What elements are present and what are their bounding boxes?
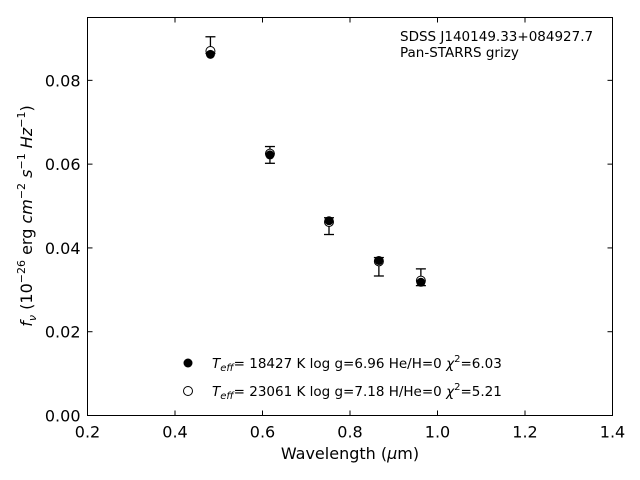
y-tick-label: 0.00 [45,407,81,426]
x-tick-label: 1.4 [600,423,625,442]
legend: Teff= 18427 K log g=6.96 He/H=0 χ2=6.03 … [183,354,502,402]
y-axis-title: fν (10−26 erg cm−2 s−1 Hz−1) [15,105,39,326]
data-marks [205,36,426,287]
y-tick-label: 0.02 [45,323,81,342]
model-1-point [374,255,384,265]
survey-annotation: Pan-STARRS grizy [400,45,519,61]
y-tick-label: 0.04 [45,239,81,258]
x-axis-title: Wavelength (μm) [281,444,419,463]
model-1-point [324,216,334,226]
y-tick-label: 0.06 [45,155,81,174]
legend-marker-model-2 [183,386,193,396]
y-tick-label: 0.08 [45,71,81,90]
model-1-point [416,277,426,287]
model-1-point [265,150,275,160]
x-tick-label: 0.2 [75,423,100,442]
x-tick-label: 1.2 [512,423,537,442]
legend-label-model-2: Teff= 23061 K log g=7.18 H/He=0 χ2=5.21 [212,382,502,402]
legend-marker-model-1 [183,358,193,368]
object-annotation: SDSS J140149.33+084927.7 [400,29,593,45]
axis-ticks: 0.2 0.4 0.6 0.8 1.0 1.2 1.4 0.00 0.02 0.04 0.06 0.0… [45,17,625,442]
x-tick-label: 0.6 [250,423,275,442]
legend-label-model-1: Teff= 18427 K log g=6.96 He/H=0 χ2=6.03 [212,354,502,374]
model-1-point [205,49,215,59]
x-tick-label: 0.4 [162,423,187,442]
x-tick-label: 1.0 [425,423,450,442]
x-tick-label: 0.8 [337,423,362,442]
